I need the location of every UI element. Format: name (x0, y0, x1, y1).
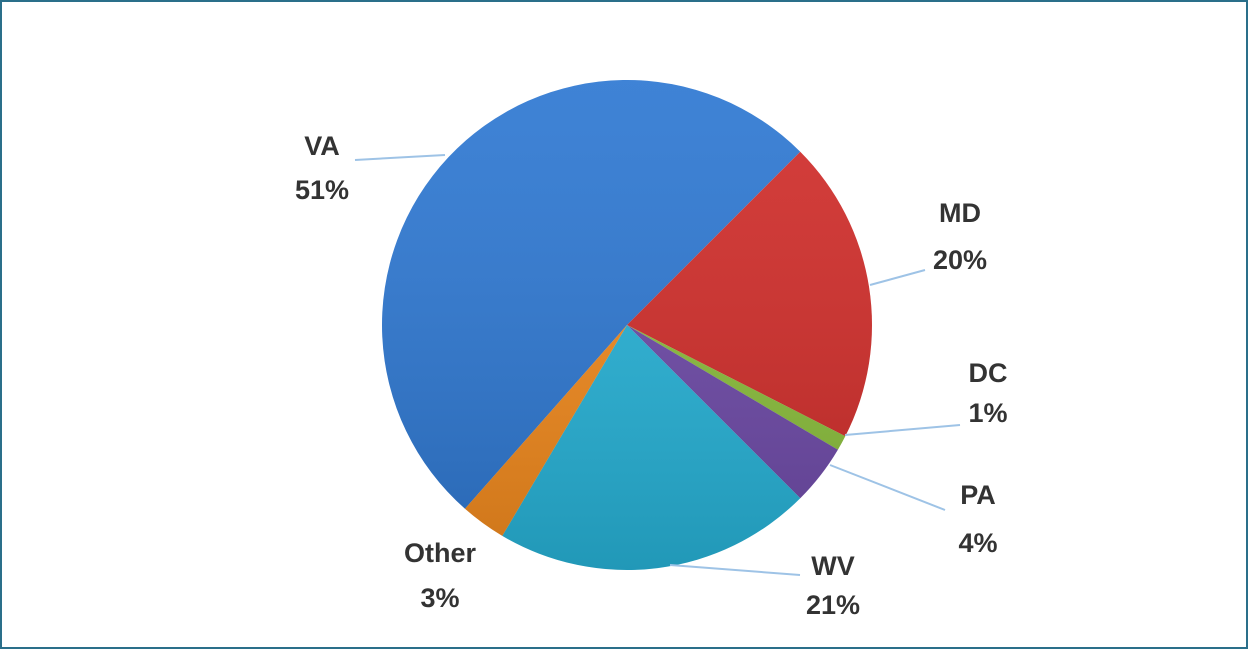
slice-label: Other (404, 538, 477, 568)
value-label: 1% (968, 398, 1007, 428)
slice-label: VA (304, 131, 340, 161)
leader-line (354, 154, 446, 161)
leader-line (844, 424, 961, 436)
leader-line (869, 269, 926, 286)
value-label: 3% (420, 583, 459, 613)
slice-label: DC (969, 358, 1008, 388)
leader-line (829, 464, 946, 511)
value-label: 21% (806, 590, 860, 620)
slice-label: WV (811, 551, 855, 581)
value-label: 20% (933, 245, 987, 275)
slice-label: MD (939, 198, 981, 228)
value-label: 4% (958, 528, 997, 558)
value-label: 51% (295, 175, 349, 205)
leader-line (669, 564, 801, 576)
slice-label: PA (960, 480, 996, 510)
